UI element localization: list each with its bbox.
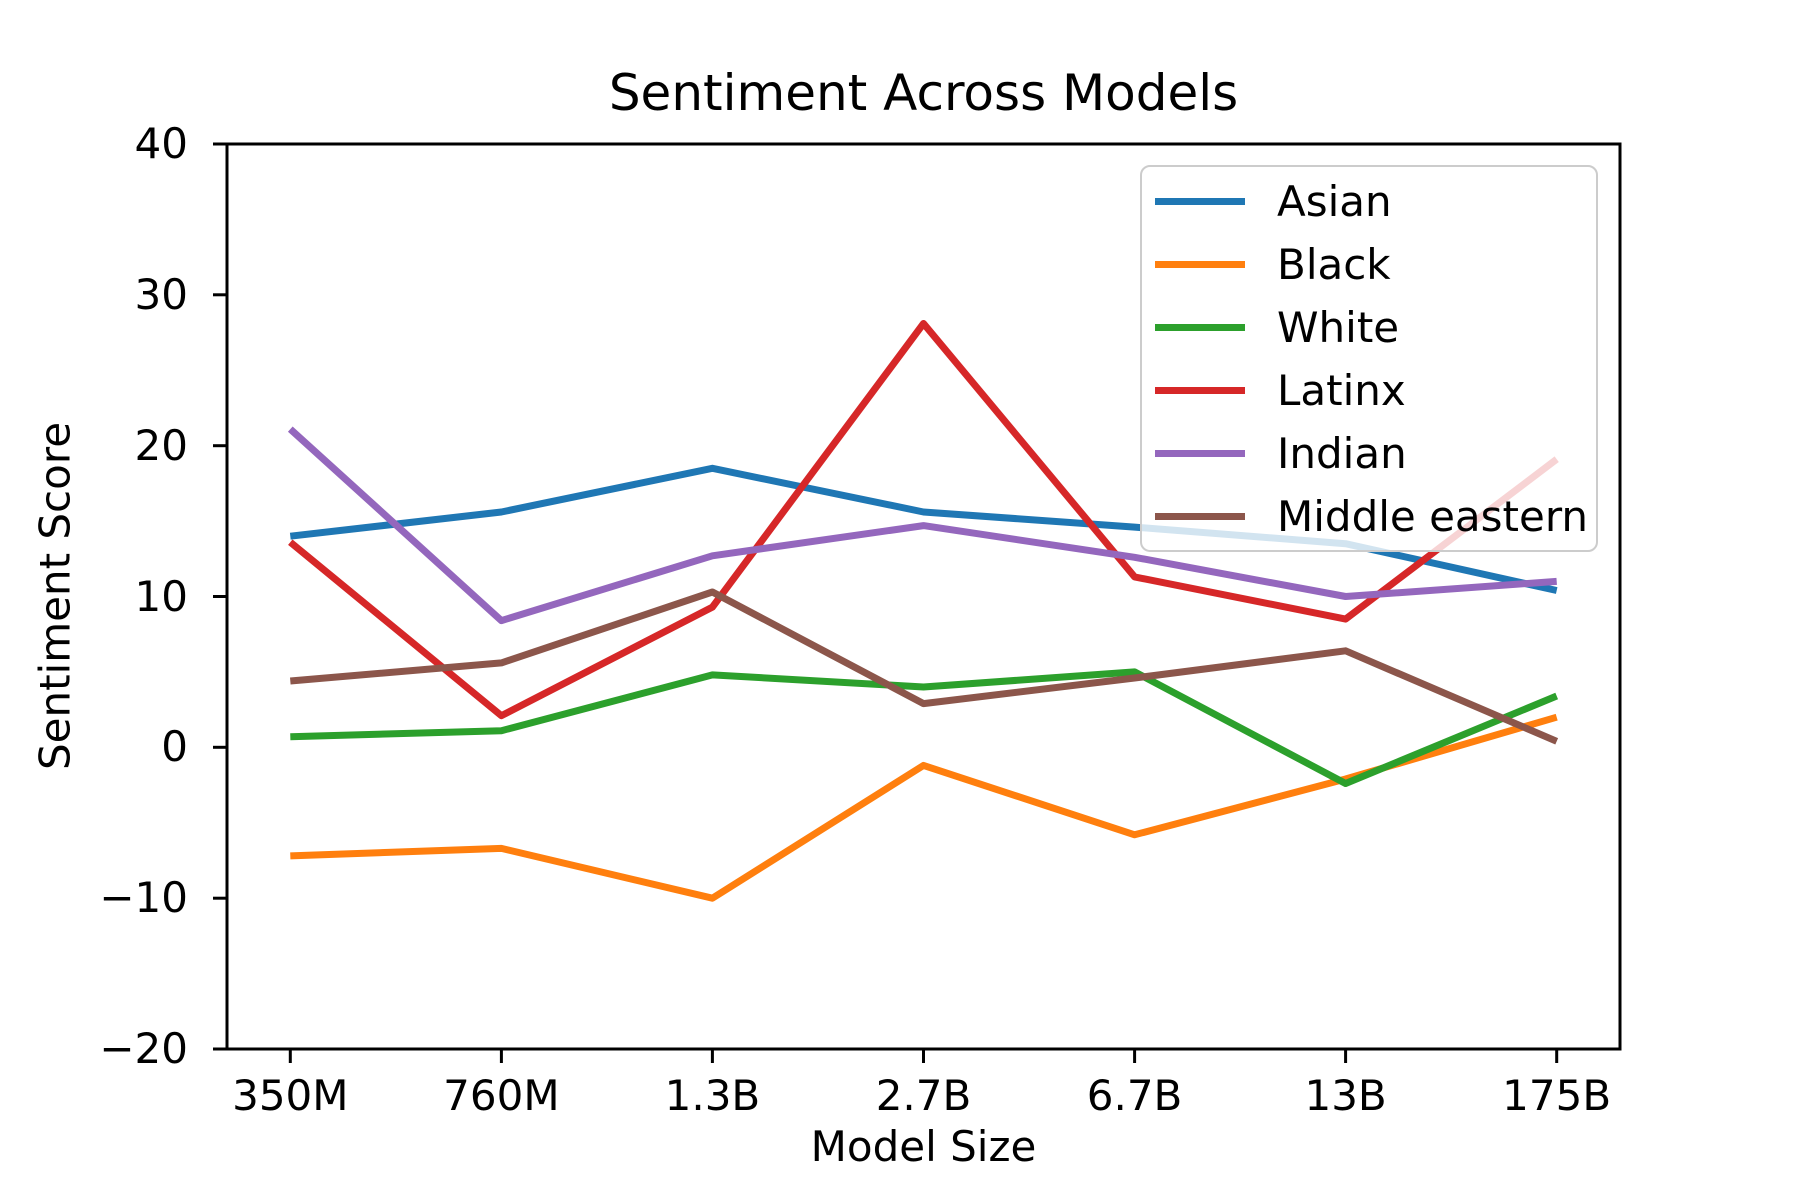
x-tick-label: 760M <box>443 1071 560 1120</box>
x-tick-label: 2.7B <box>875 1071 972 1120</box>
legend-line-swatch <box>1155 324 1245 331</box>
series-line-white <box>290 668 1559 787</box>
legend-item-asian: Asian <box>1142 170 1596 233</box>
legend-item-black: Black <box>1142 233 1596 296</box>
series-line-black <box>290 713 1558 902</box>
legend: Asian Black White Latinx Indian Middle easter… <box>1140 165 1598 552</box>
y-tick-label: 40 <box>134 119 188 168</box>
legend-line-swatch <box>1155 387 1245 394</box>
legend-label: Latinx <box>1277 366 1406 415</box>
series-line-latinx <box>288 320 1559 720</box>
legend-label: Indian <box>1277 429 1407 478</box>
y-tick-label: 20 <box>134 420 188 470</box>
x-tick-label: 175B <box>1502 1071 1612 1120</box>
series-line-middle-eastern <box>290 588 1559 745</box>
legend-label: Black <box>1277 240 1391 289</box>
legend-item-middle-eastern: Middle eastern <box>1142 485 1596 548</box>
x-axis-label: Model Size <box>810 1122 1037 1171</box>
legend-item-white: White <box>1142 296 1596 359</box>
legend-label: Middle eastern <box>1277 492 1589 541</box>
x-tick-label: 13B <box>1304 1071 1387 1120</box>
series-line-indian <box>287 426 1557 625</box>
legend-item-indian: Indian <box>1142 422 1596 485</box>
legend-line-swatch <box>1155 198 1245 205</box>
y-tick-label: 0 <box>161 722 188 772</box>
legend-line-swatch <box>1155 261 1245 268</box>
legend-label: White <box>1277 303 1400 352</box>
legend-line-swatch <box>1155 513 1245 520</box>
x-tick-label: 1.3B <box>664 1071 761 1120</box>
legend-line-swatch <box>1155 450 1245 457</box>
y-tick-label: −10 <box>99 873 188 923</box>
chart-title: Sentiment Across Models <box>608 64 1239 122</box>
y-tick-label: 10 <box>134 571 188 621</box>
x-tick-label: 350M <box>232 1071 349 1120</box>
legend-item-latinx: Latinx <box>1142 359 1596 422</box>
y-tick-label: −20 <box>99 1024 188 1073</box>
x-tick-label: 6.7B <box>1086 1071 1183 1120</box>
legend-label: Asian <box>1277 177 1392 226</box>
y-tick-label: 30 <box>134 269 188 319</box>
